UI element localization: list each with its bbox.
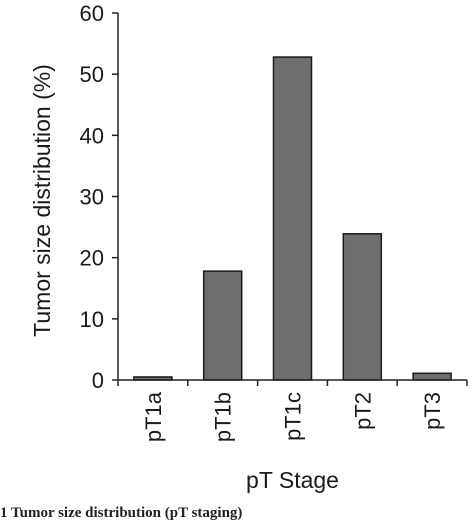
bar-pT2 bbox=[342, 233, 383, 381]
figure-caption: 1 Tumor size distribution (pT staging) bbox=[0, 505, 243, 521]
x-axis-title: pT Stage bbox=[246, 467, 339, 493]
y-tick-label: 40 bbox=[80, 123, 104, 148]
x-tick-label: pT2 bbox=[350, 392, 375, 430]
y-axis-title: Tumor size distribution (%) bbox=[29, 64, 55, 337]
y-tick-label: 50 bbox=[80, 62, 104, 87]
bar-pT1c bbox=[272, 56, 313, 381]
bar-pT3 bbox=[412, 372, 452, 381]
bars-group bbox=[133, 56, 452, 381]
y-tick-label: 20 bbox=[80, 246, 104, 271]
y-tick-label: 30 bbox=[80, 185, 104, 210]
x-axis-ticks: pT1a pT1b pT1c pT2 pT3 bbox=[117, 380, 468, 442]
y-tick-label: 0 bbox=[92, 368, 104, 393]
x-tick-label: pT1b bbox=[211, 392, 236, 442]
y-tick-label: 60 bbox=[80, 1, 104, 26]
y-axis-ticks: 0 10 20 30 40 50 60 bbox=[80, 1, 118, 393]
x-tick-label: pT1a bbox=[141, 391, 166, 442]
y-tick-label: 10 bbox=[80, 307, 104, 332]
bar-pT1b bbox=[202, 270, 243, 381]
x-tick-label: pT3 bbox=[420, 392, 445, 430]
x-tick-label: pT1c bbox=[281, 392, 306, 441]
bar-chart: 0 10 20 30 40 50 60 pT1a pT1b pT1c pT2 pT3 Tumor s… bbox=[29, 1, 468, 493]
